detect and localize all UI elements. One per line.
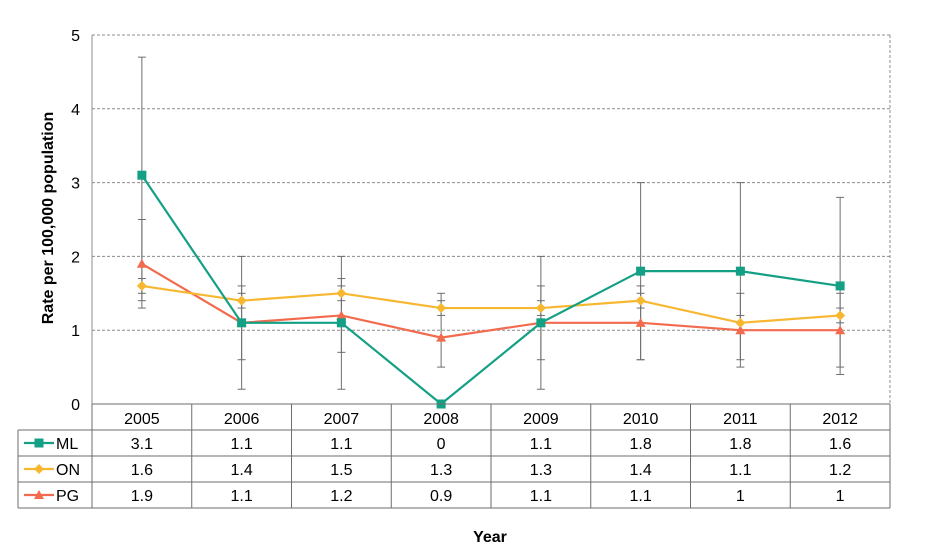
table-cell-value: 1.9 bbox=[131, 488, 153, 505]
legend-marker-on bbox=[34, 464, 44, 474]
error-bars-layer bbox=[137, 56, 845, 390]
table-cell-value: 1.1 bbox=[231, 488, 253, 505]
y-tick-label: 1 bbox=[71, 323, 80, 340]
table-cell-value: 1.1 bbox=[630, 488, 652, 505]
y-tick-label: 2 bbox=[71, 249, 80, 266]
data-point-on bbox=[635, 295, 646, 306]
table-cell-value: 1 bbox=[836, 488, 845, 505]
data-point-on bbox=[835, 310, 846, 321]
x-axis-title: Year bbox=[473, 529, 507, 546]
data-point-pg bbox=[735, 325, 746, 335]
series-line-ml bbox=[140, 174, 841, 406]
table-cell-value: 1.2 bbox=[330, 488, 352, 505]
table-cell-value: 1.4 bbox=[231, 462, 253, 479]
data-point-ml bbox=[536, 318, 546, 328]
table-cell-value: 1.1 bbox=[530, 488, 552, 505]
y-tick-label: 3 bbox=[71, 176, 80, 193]
data-point-ml bbox=[237, 318, 247, 328]
x-tick-label: 2005 bbox=[124, 411, 160, 428]
table-cell-value: 1.8 bbox=[630, 436, 652, 453]
data-point-on bbox=[136, 280, 147, 291]
table-cell-value: 3.1 bbox=[131, 436, 153, 453]
series-line-pg bbox=[141, 262, 841, 339]
y-axis-title: Rate per 100,000 population bbox=[40, 112, 57, 325]
data-point-pg bbox=[336, 310, 347, 320]
legend-label-pg: PG bbox=[56, 488, 79, 505]
x-tick-label: 2007 bbox=[324, 411, 360, 428]
table-cell-value: 1.1 bbox=[729, 462, 751, 479]
series-line-on bbox=[141, 284, 841, 324]
table-cell-value: 0 bbox=[437, 436, 446, 453]
legend-marker-pg bbox=[34, 490, 44, 499]
data-table: 2005 2006 2007 2008 2009 2010 2011 2012 ML 3.1 1.1… bbox=[17, 403, 891, 509]
table-cell-value: 1.6 bbox=[131, 462, 153, 479]
x-tick-label: 2009 bbox=[523, 411, 559, 428]
table-cell-value: 1.8 bbox=[729, 436, 751, 453]
legend-marker-ml bbox=[34, 438, 44, 448]
grid-layer: 0 1 2 3 4 5 bbox=[71, 28, 891, 414]
table-cell-value: 1.1 bbox=[231, 436, 253, 453]
x-tick-label: 2011 bbox=[723, 411, 758, 428]
series-lines-layer bbox=[140, 174, 841, 406]
table-cell-value: 1.1 bbox=[530, 436, 552, 453]
data-point-ml bbox=[835, 281, 845, 291]
table-cell-value: 1.4 bbox=[630, 462, 652, 479]
x-tick-label: 2010 bbox=[623, 411, 659, 428]
table-cell-value: 1.5 bbox=[330, 462, 352, 479]
data-point-pg bbox=[635, 317, 646, 327]
y-tick-label: 5 bbox=[71, 28, 80, 45]
data-point-on bbox=[735, 317, 746, 328]
data-point-pg bbox=[835, 325, 846, 335]
table-cell-value: 0.9 bbox=[430, 488, 452, 505]
x-tick-label: 2006 bbox=[224, 411, 260, 428]
legend-label-ml: ML bbox=[56, 436, 78, 453]
y-tick-label: 4 bbox=[71, 102, 80, 119]
data-point-on bbox=[436, 303, 447, 314]
markers-layer bbox=[136, 170, 846, 409]
data-point-on bbox=[535, 303, 546, 314]
data-point-ml bbox=[636, 266, 646, 276]
data-point-pg bbox=[136, 258, 147, 268]
table-cell-value: 1 bbox=[736, 488, 745, 505]
data-point-ml bbox=[137, 170, 147, 180]
x-tick-label: 2012 bbox=[822, 411, 858, 428]
table-cell-value: 1.3 bbox=[430, 462, 452, 479]
data-point-pg bbox=[436, 332, 447, 342]
table-cell-value: 1.3 bbox=[530, 462, 552, 479]
data-point-ml bbox=[735, 266, 745, 276]
table-cell-value: 1.2 bbox=[829, 462, 851, 479]
table-cell-value: 1.6 bbox=[829, 436, 851, 453]
table-cell-value: 1.1 bbox=[330, 436, 352, 453]
legend-label-on: ON bbox=[56, 462, 80, 479]
data-point-on bbox=[336, 288, 347, 299]
x-tick-label: 2008 bbox=[423, 411, 459, 428]
data-point-ml bbox=[336, 318, 346, 328]
y-tick-label: 0 bbox=[71, 397, 80, 414]
data-point-on bbox=[236, 295, 247, 306]
